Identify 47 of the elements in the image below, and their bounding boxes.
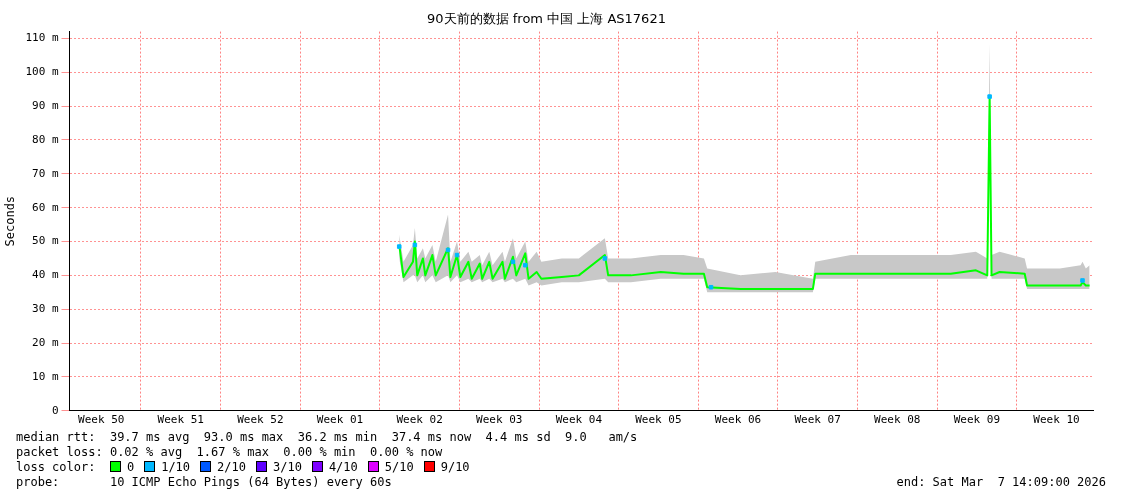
legend-label: 0: [126, 460, 135, 474]
y-tick-label: 90 m: [32, 98, 59, 112]
point: [1080, 278, 1085, 283]
point: [708, 284, 714, 290]
y-tick-label: 80 m: [32, 132, 59, 146]
y-tick-label: 110 m: [25, 31, 59, 45]
text: packet loss: 0.02 % avg 1.67 % max 0.00 % min 0.00 % now: [16, 445, 444, 460]
y-tick-label: 50 m: [32, 234, 59, 248]
x-tick-label: Week 09: [953, 413, 1001, 427]
text: median rtt: 39.7 ms avg 93.0 ms max 36.2 ms min 37.4 ms now 4.4 ms sd 9.0 am/s: [16, 430, 639, 445]
x-tick-label: Week 07: [794, 413, 841, 427]
x-tick-label: Week 50: [78, 413, 125, 427]
point: [510, 259, 516, 265]
legend-label: 4/10: [328, 460, 358, 474]
point: [396, 244, 402, 249]
point: [523, 262, 528, 268]
y-axis-title: Seconds: [3, 195, 18, 247]
x-tick-label: Week 05: [635, 413, 682, 427]
x-tick-label: Week 01: [316, 413, 364, 427]
x-tick-label: Week 06: [714, 413, 762, 427]
y-tick-label: 0: [51, 403, 59, 417]
legend-label: 2/10: [217, 460, 246, 474]
y-tick-label: 40 m: [32, 268, 59, 282]
x-tick-label: Week 04: [555, 413, 603, 427]
legend-label: 3/10: [272, 460, 302, 474]
point: [987, 94, 992, 99]
point: [412, 242, 418, 248]
x-tick-label: Week 52: [237, 413, 284, 427]
y-tick-label: 70 m: [32, 166, 59, 180]
x-tick-label: Week 51: [157, 413, 204, 427]
text: probe: 10 ICMP Echo Pings (64 Bytes) every 60s: [16, 475, 392, 489]
x-tick-label: Week 10: [1033, 413, 1080, 427]
y-tick-label: 100 m: [25, 65, 59, 79]
y-tick-label: 10 m: [32, 369, 59, 383]
legend-title: loss color:: [16, 460, 97, 474]
text: end: Sat Mar 7 14:09:00 2026: [896, 475, 1106, 490]
x-tick-label: Week 08: [874, 413, 921, 427]
y-tick-label: 20 m: [32, 335, 59, 349]
legend-label: 1/10: [161, 460, 191, 474]
point: [602, 256, 608, 261]
x-tick-label: Week 03: [476, 413, 523, 427]
chart-title: 90天前的数据 from 中国 上海 AS17621: [427, 11, 666, 27]
y-tick-label: 60 m: [32, 200, 59, 214]
x-tick-label: Week 02: [396, 413, 443, 427]
y-tick-label: 30 m: [32, 302, 59, 316]
legend-label: 9/10: [440, 460, 470, 474]
legend-label: 5/10: [384, 460, 414, 474]
